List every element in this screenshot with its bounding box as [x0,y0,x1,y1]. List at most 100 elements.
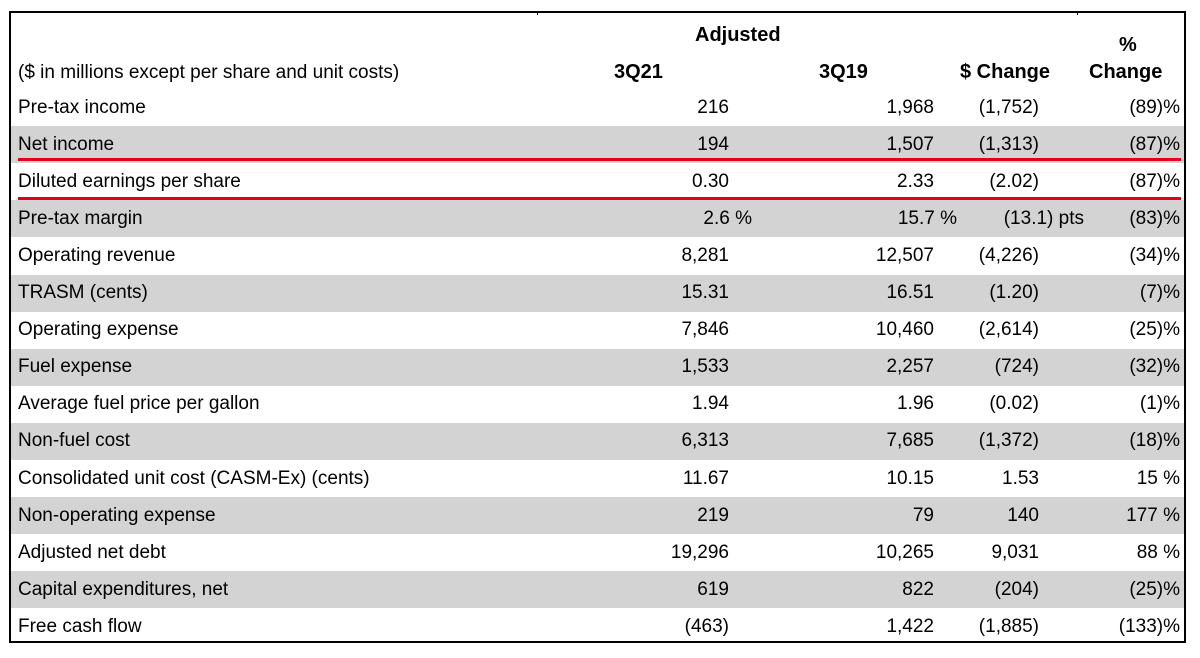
cell-pct-change: 15 % [1136,467,1180,489]
cell-dollar-change: (1,313) [978,133,1039,155]
cell-3q19: 10.15 [886,467,934,489]
row-label: Free cash flow [18,615,142,637]
cell-3q21: 11.67 [682,467,729,489]
cell-3q21: 19,296 [670,541,729,563]
cell-dollar-change: (1,372) [978,430,1039,452]
cell-3q19: 79 [912,504,934,526]
cell-3q19: 822 [902,578,934,600]
cell-dollar-change: 140 [1007,504,1039,526]
table-row: Net income 194 1,507 (1,313) (87)% [11,126,1184,164]
row-label: Diluted earnings per share [18,170,241,192]
row-label: Net income [18,133,115,155]
cell-pct-change: (32)% [1129,356,1180,378]
col-header-3q19: 3Q19 [819,61,868,83]
units-note: ($ in millions except per share and unit… [18,62,400,83]
cell-3q21: 15.31 [681,282,729,303]
row-label: Fuel expense [18,356,133,378]
cell-dollar-change: 1.53 [1002,467,1039,489]
row-label: Operating expense [18,319,179,341]
cell-pct-change: (87)% [1129,170,1180,192]
cell-3q19: 10,460 [875,319,934,341]
cell-3q21: 0.30 [692,170,729,192]
cell-3q19: 7,685 [886,430,934,452]
header-tick [537,11,538,15]
cell-3q21: 1.94 [692,393,729,415]
cell-pct-change: (1)% [1139,393,1180,415]
col-header-3q21: 3Q21 [614,61,663,83]
row-label: Consolidated unit cost (CASM-Ex) (cents) [18,467,370,489]
cell-pct-change: (87)% [1129,133,1180,155]
table-row: Non-operating expense 219 79 140 177 % [11,497,1184,535]
cell-dollar-change: (1.20) [989,282,1039,303]
row-label: Pre-tax income [18,96,146,118]
cell-3q21: 216 [697,96,729,118]
cell-3q21: 7,846 [681,319,729,341]
pct-change-header-top: % [1119,34,1137,56]
cell-3q21: 194 [697,133,729,155]
cell-pct-change: (133)% [1118,615,1180,637]
cell-3q21: 219 [697,504,729,526]
cell-pct-change: (7)% [1139,282,1180,303]
cell-pct-change: 88 % [1136,541,1180,563]
cell-3q19: 1,968 [886,96,934,118]
cell-pct-change: (83)% [1129,207,1180,229]
row-label: TRASM (cents) [18,282,148,303]
table-row: Adjusted net debt 19,296 10,265 9,031 88 % [11,534,1184,571]
highlight-underline [18,197,1181,200]
table-row: Pre-tax margin 2.6 % 15.7 % (13.1) pts (83)% [11,200,1184,238]
table-row: Pre-tax income 216 1,968 (1,752) (89)% [11,89,1184,126]
financial-table: Adjusted % ($ in millions except per sha… [9,11,1186,643]
table-row: Consolidated unit cost (CASM-Ex) (cents)… [11,460,1184,497]
header-tick [1077,11,1078,15]
cell-3q21: 619 [697,578,729,600]
row-label: Capital expenditures, net [18,578,229,600]
cell-3q19: 2,257 [886,356,934,378]
table-row: Diluted earnings per share 0.30 2.33 (2.02)… [11,163,1184,200]
table-row: TRASM (cents) 15.31 16.51 (1.20) (7)% [11,274,1184,312]
cell-pct-change: (25)% [1129,578,1180,600]
highlight-underline [18,158,1181,161]
cell-3q19: 16.51 [886,282,934,303]
cell-dollar-change: (204) [994,578,1039,600]
cell-dollar-change: (2,614) [978,319,1039,341]
table-row: Free cash flow (463) 1,422 (1,885) (133)% [11,608,1184,645]
cell-dollar-change: 9,031 [991,541,1039,563]
cell-3q21: 6,313 [681,430,729,452]
cell-3q21: 2.6 % [703,207,752,229]
cell-pct-change: (18)% [1129,430,1180,452]
table-row: Operating revenue 8,281 12,507 (4,226) (34)% [11,237,1184,274]
cell-dollar-change: (1,885) [978,615,1039,637]
row-label: Non-fuel cost [18,430,130,452]
cell-3q19: 1,507 [886,133,934,155]
row-label: Non-operating expense [18,504,216,526]
cell-dollar-change: (1,752) [978,96,1039,118]
cell-dollar-change: (2.02) [989,170,1039,192]
cell-pct-change: 177 % [1126,504,1180,526]
cell-dollar-change: (724) [994,356,1039,378]
cell-3q19: 1,422 [886,615,934,637]
cell-3q21: (463) [684,615,729,637]
cell-3q19: 10,265 [875,541,934,563]
cell-pct-change: (89)% [1129,96,1180,118]
cell-3q19: 12,507 [875,244,934,266]
cell-dollar-change: (0.02) [989,393,1039,415]
cell-3q19: 15.7 % [897,207,957,229]
cell-3q19: 1.96 [897,393,934,415]
table-row: Non-fuel cost 6,313 7,685 (1,372) (18)% [11,422,1184,460]
row-label: Operating revenue [18,244,176,266]
row-label: Pre-tax margin [18,207,143,229]
cell-3q19: 2.33 [897,170,934,192]
pct-change-header-bottom: Change [1089,61,1163,83]
table-row: Operating expense 7,846 10,460 (2,614) (25)% [11,312,1184,349]
cell-pct-change: (34)% [1129,244,1180,266]
row-label: Adjusted net debt [18,541,166,563]
cell-3q21: 8,281 [681,244,729,266]
cell-pct-change: (25)% [1129,319,1180,341]
cell-dollar-change: (13.1) pts [1003,207,1084,229]
cell-dollar-change: (4,226) [978,244,1039,266]
cell-3q21: 1,533 [681,356,729,378]
row-label: Average fuel price per gallon [18,393,260,415]
table-row: Average fuel price per gallon 1.94 1.96 (0.… [11,386,1184,423]
col-header-dollar-change: $ Change [960,61,1051,83]
adjusted-header: Adjusted [695,24,781,46]
